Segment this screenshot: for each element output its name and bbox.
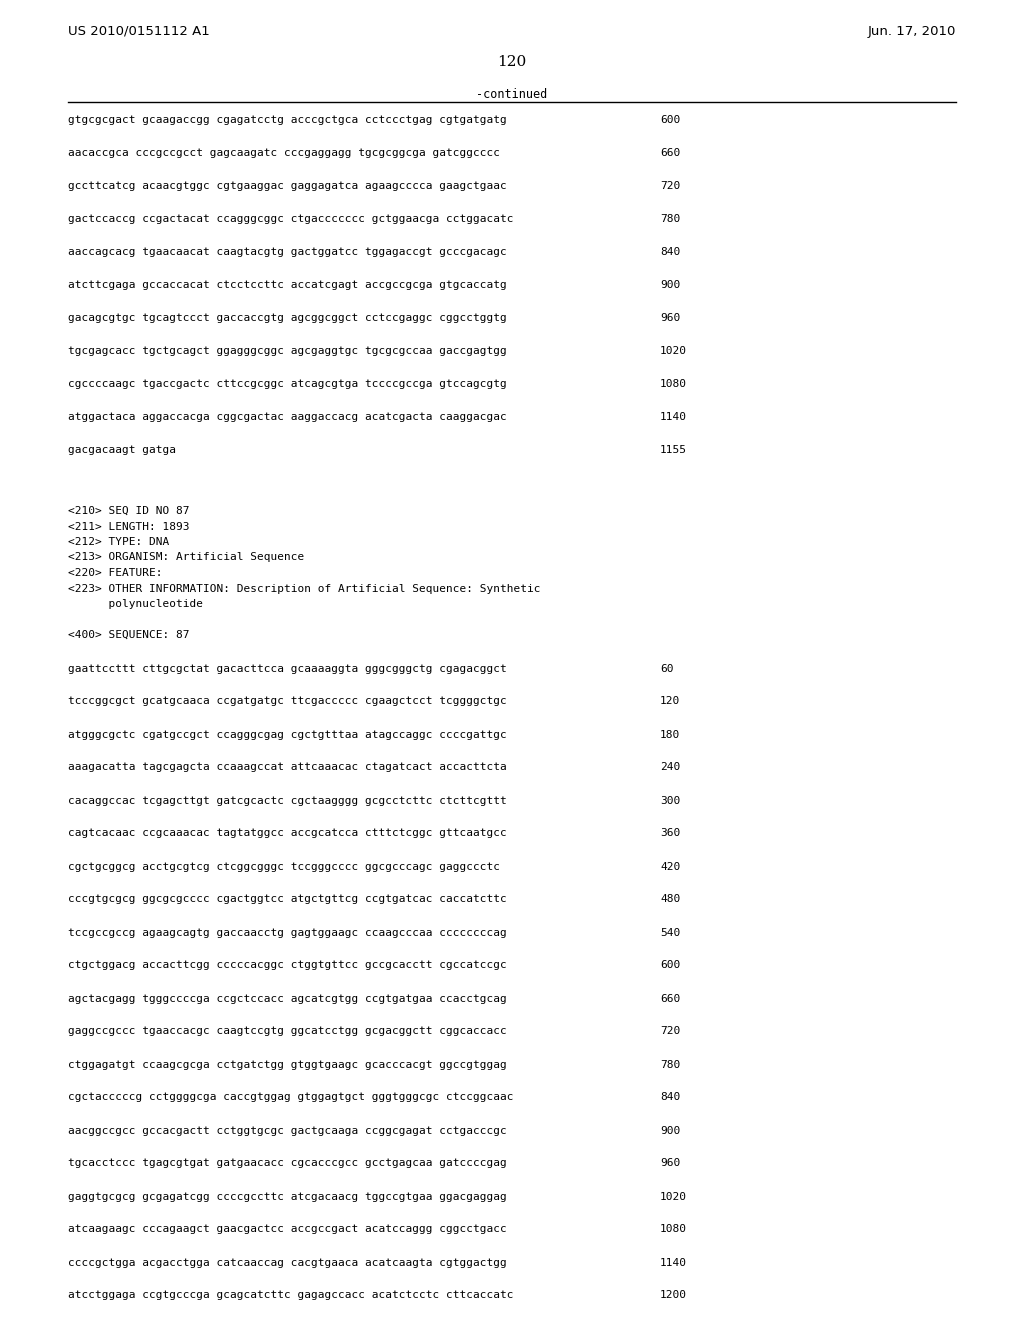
Text: 120: 120	[660, 697, 680, 706]
Text: 1155: 1155	[660, 445, 687, 455]
Text: <400> SEQUENCE: 87: <400> SEQUENCE: 87	[68, 630, 189, 640]
Text: 1140: 1140	[660, 1258, 687, 1267]
Text: 1080: 1080	[660, 1225, 687, 1234]
Text: 540: 540	[660, 928, 680, 937]
Text: ctgctggacg accacttcgg cccccacggc ctggtgttcc gccgcacctt cgccatccgc: ctgctggacg accacttcgg cccccacggc ctggtgt…	[68, 961, 507, 970]
Text: tcccggcgct gcatgcaaca ccgatgatgc ttcgaccccc cgaagctcct tcggggctgc: tcccggcgct gcatgcaaca ccgatgatgc ttcgacc…	[68, 697, 507, 706]
Text: aacggccgcc gccacgactt cctggtgcgc gactgcaaga ccggcgagat cctgacccgc: aacggccgcc gccacgactt cctggtgcgc gactgca…	[68, 1126, 507, 1135]
Text: 1200: 1200	[660, 1291, 687, 1300]
Text: 720: 720	[660, 181, 680, 191]
Text: cccgtgcgcg ggcgcgcccc cgactggtcc atgctgttcg ccgtgatcac caccatcttc: cccgtgcgcg ggcgcgcccc cgactggtcc atgctgt…	[68, 895, 507, 904]
Text: gccttcatcg acaacgtggc cgtgaaggac gaggagatca agaagcccca gaagctgaac: gccttcatcg acaacgtggc cgtgaaggac gaggaga…	[68, 181, 507, 191]
Text: ctggagatgt ccaagcgcga cctgatctgg gtggtgaagc gcacccacgt ggccgtggag: ctggagatgt ccaagcgcga cctgatctgg gtggtga…	[68, 1060, 507, 1069]
Text: 1080: 1080	[660, 379, 687, 389]
Text: 960: 960	[660, 313, 680, 323]
Text: atgggcgctc cgatgccgct ccagggcgag cgctgtttaa atagccaggc ccccgattgc: atgggcgctc cgatgccgct ccagggcgag cgctgtt…	[68, 730, 507, 739]
Text: gacagcgtgc tgcagtccct gaccaccgtg agcggcggct cctccgaggc cggcctggtg: gacagcgtgc tgcagtccct gaccaccgtg agcggcg…	[68, 313, 507, 323]
Text: aaagacatta tagcgagcta ccaaagccat attcaaacac ctagatcact accacttcta: aaagacatta tagcgagcta ccaaagccat attcaaa…	[68, 763, 507, 772]
Text: gacgacaagt gatga: gacgacaagt gatga	[68, 445, 176, 455]
Text: 480: 480	[660, 895, 680, 904]
Text: 780: 780	[660, 1060, 680, 1069]
Text: 780: 780	[660, 214, 680, 224]
Text: <223> OTHER INFORMATION: Description of Artificial Sequence: Synthetic: <223> OTHER INFORMATION: Description of …	[68, 583, 541, 594]
Text: 660: 660	[660, 148, 680, 158]
Text: gaggtgcgcg gcgagatcgg ccccgccttc atcgacaacg tggccgtgaa ggacgaggag: gaggtgcgcg gcgagatcgg ccccgccttc atcgaca…	[68, 1192, 507, 1201]
Text: atcaagaagc cccagaagct gaacgactcc accgccgact acatccaggg cggcctgacc: atcaagaagc cccagaagct gaacgactcc accgccg…	[68, 1225, 507, 1234]
Text: 600: 600	[660, 961, 680, 970]
Text: 600: 600	[660, 115, 680, 125]
Text: 1140: 1140	[660, 412, 687, 422]
Text: cgccccaagc tgaccgactc cttccgcggc atcagcgtga tccccgccga gtccagcgtg: cgccccaagc tgaccgactc cttccgcggc atcagcg…	[68, 379, 507, 389]
Text: tgcgagcacc tgctgcagct ggagggcggc agcgaggtgc tgcgcgccaa gaccgagtgg: tgcgagcacc tgctgcagct ggagggcggc agcgagg…	[68, 346, 507, 356]
Text: -continued: -continued	[476, 88, 548, 102]
Text: 1020: 1020	[660, 346, 687, 356]
Text: 720: 720	[660, 1027, 680, 1036]
Text: <213> ORGANISM: Artificial Sequence: <213> ORGANISM: Artificial Sequence	[68, 553, 304, 562]
Text: polynucleotide: polynucleotide	[68, 599, 203, 609]
Text: 660: 660	[660, 994, 680, 1003]
Text: 60: 60	[660, 664, 674, 673]
Text: <220> FEATURE:: <220> FEATURE:	[68, 568, 163, 578]
Text: gtgcgcgact gcaagaccgg cgagatcctg acccgctgca cctccctgag cgtgatgatg: gtgcgcgact gcaagaccgg cgagatcctg acccgct…	[68, 115, 507, 125]
Text: ccccgctgga acgacctgga catcaaccag cacgtgaaca acatcaagta cgtggactgg: ccccgctgga acgacctgga catcaaccag cacgtga…	[68, 1258, 507, 1267]
Text: 840: 840	[660, 1093, 680, 1102]
Text: gactccaccg ccgactacat ccagggcggc ctgaccccccc gctggaacga cctggacatc: gactccaccg ccgactacat ccagggcggc ctgaccc…	[68, 214, 513, 224]
Text: US 2010/0151112 A1: US 2010/0151112 A1	[68, 25, 210, 38]
Text: aacaccgca cccgccgcct gagcaagatc cccgaggagg tgcgcggcga gatcggcccc: aacaccgca cccgccgcct gagcaagatc cccgagga…	[68, 148, 500, 158]
Text: 960: 960	[660, 1159, 680, 1168]
Text: 240: 240	[660, 763, 680, 772]
Text: gaggccgccc tgaaccacgc caagtccgtg ggcatcctgg gcgacggctt cggcaccacc: gaggccgccc tgaaccacgc caagtccgtg ggcatcc…	[68, 1027, 507, 1036]
Text: atcttcgaga gccaccacat ctcctccttc accatcgagt accgccgcga gtgcaccatg: atcttcgaga gccaccacat ctcctccttc accatcg…	[68, 280, 507, 290]
Text: 360: 360	[660, 829, 680, 838]
Text: cagtcacaac ccgcaaacac tagtatggcc accgcatcca ctttctcggc gttcaatgcc: cagtcacaac ccgcaaacac tagtatggcc accgcat…	[68, 829, 507, 838]
Text: <210> SEQ ID NO 87: <210> SEQ ID NO 87	[68, 506, 189, 516]
Text: Jun. 17, 2010: Jun. 17, 2010	[867, 25, 956, 38]
Text: agctacgagg tgggccccga ccgctccacc agcatcgtgg ccgtgatgaa ccacctgcag: agctacgagg tgggccccga ccgctccacc agcatcg…	[68, 994, 507, 1003]
Text: cgctgcggcg acctgcgtcg ctcggcgggc tccgggcccc ggcgcccagc gaggccctc: cgctgcggcg acctgcgtcg ctcggcgggc tccgggc…	[68, 862, 500, 871]
Text: 300: 300	[660, 796, 680, 805]
Text: 840: 840	[660, 247, 680, 257]
Text: 120: 120	[498, 55, 526, 69]
Text: 1020: 1020	[660, 1192, 687, 1201]
Text: 900: 900	[660, 280, 680, 290]
Text: <211> LENGTH: 1893: <211> LENGTH: 1893	[68, 521, 189, 532]
Text: 180: 180	[660, 730, 680, 739]
Text: 420: 420	[660, 862, 680, 871]
Text: tccgccgccg agaagcagtg gaccaacctg gagtggaagc ccaagcccaa ccccccccag: tccgccgccg agaagcagtg gaccaacctg gagtgga…	[68, 928, 507, 937]
Text: gaattccttt cttgcgctat gacacttcca gcaaaaggta gggcgggctg cgagacggct: gaattccttt cttgcgctat gacacttcca gcaaaag…	[68, 664, 507, 673]
Text: atcctggaga ccgtgcccga gcagcatcttc gagagccacc acatctcctc cttcaccatc: atcctggaga ccgtgcccga gcagcatcttc gagagc…	[68, 1291, 513, 1300]
Text: atggactaca aggaccacga cggcgactac aaggaccacg acatcgacta caaggacgac: atggactaca aggaccacga cggcgactac aaggacc…	[68, 412, 507, 422]
Text: aaccagcacg tgaacaacat caagtacgtg gactggatcc tggagaccgt gcccgacagc: aaccagcacg tgaacaacat caagtacgtg gactgga…	[68, 247, 507, 257]
Text: <212> TYPE: DNA: <212> TYPE: DNA	[68, 537, 169, 546]
Text: tgcacctccc tgagcgtgat gatgaacacc cgcacccgcc gcctgagcaa gatccccgag: tgcacctccc tgagcgtgat gatgaacacc cgcaccc…	[68, 1159, 507, 1168]
Text: cacaggccac tcgagcttgt gatcgcactc cgctaagggg gcgcctcttc ctcttcgttt: cacaggccac tcgagcttgt gatcgcactc cgctaag…	[68, 796, 507, 805]
Text: 900: 900	[660, 1126, 680, 1135]
Text: cgctacccccg cctggggcga caccgtggag gtggagtgct gggtgggcgc ctccggcaac: cgctacccccg cctggggcga caccgtggag gtggag…	[68, 1093, 513, 1102]
